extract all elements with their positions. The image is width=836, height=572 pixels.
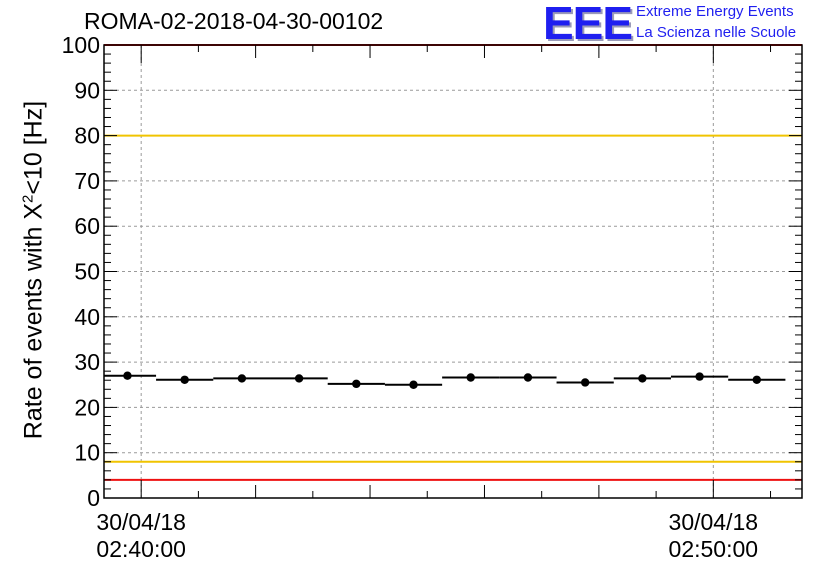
y-axis-title-suffix: <10 [Hz] xyxy=(19,100,48,195)
y-tick-label: 60 xyxy=(74,213,100,239)
data-point xyxy=(294,374,304,383)
data-point xyxy=(695,372,704,381)
data-point xyxy=(466,373,475,382)
axis-ticks xyxy=(104,44,802,499)
y-axis-title: Rate of events with X2<10 [Hz] xyxy=(19,101,48,439)
data-point xyxy=(123,371,132,380)
y-tick-label: 20 xyxy=(74,394,100,420)
data-point xyxy=(638,374,647,383)
eee-logo: EEE xyxy=(543,0,633,49)
x-tick-label-time: 02:50:00 xyxy=(669,536,759,562)
data-point xyxy=(352,379,361,389)
y-axis-title-prefix: Rate of events with X xyxy=(19,202,48,440)
data-point xyxy=(409,380,418,389)
x-tick-label-date: 30/04/18 xyxy=(96,509,186,535)
tick-labels: 010203040506070809010030/04/1802:40:0030… xyxy=(62,32,758,562)
data-point xyxy=(180,375,189,384)
y-tick-label: 90 xyxy=(74,77,100,103)
data-point xyxy=(752,375,762,384)
y-tick-label: 0 xyxy=(87,485,100,511)
data-series xyxy=(104,371,786,389)
y-tick-label: 100 xyxy=(62,32,100,58)
logo-line-1: Extreme Energy Events xyxy=(636,3,794,20)
x-tick-label-time: 02:40:00 xyxy=(96,536,186,562)
logo-line-2: La Scienza nelle Scuole xyxy=(636,24,797,41)
grid xyxy=(104,45,802,498)
y-tick-label: 40 xyxy=(74,304,100,330)
y-tick-label: 80 xyxy=(74,123,100,149)
y-axis-title-sup: 2 xyxy=(19,194,37,203)
y-tick-label: 10 xyxy=(74,440,100,466)
y-tick-label: 50 xyxy=(74,259,100,285)
y-tick-label: 70 xyxy=(74,168,100,194)
reference-lines xyxy=(104,44,802,481)
data-point xyxy=(237,374,247,383)
run-title: ROMA-02-2018-04-30-00102 xyxy=(84,8,384,34)
y-tick-label: 30 xyxy=(74,349,100,375)
x-tick-label-date: 30/04/18 xyxy=(669,509,759,535)
data-point xyxy=(580,378,590,387)
data-point xyxy=(523,373,533,382)
